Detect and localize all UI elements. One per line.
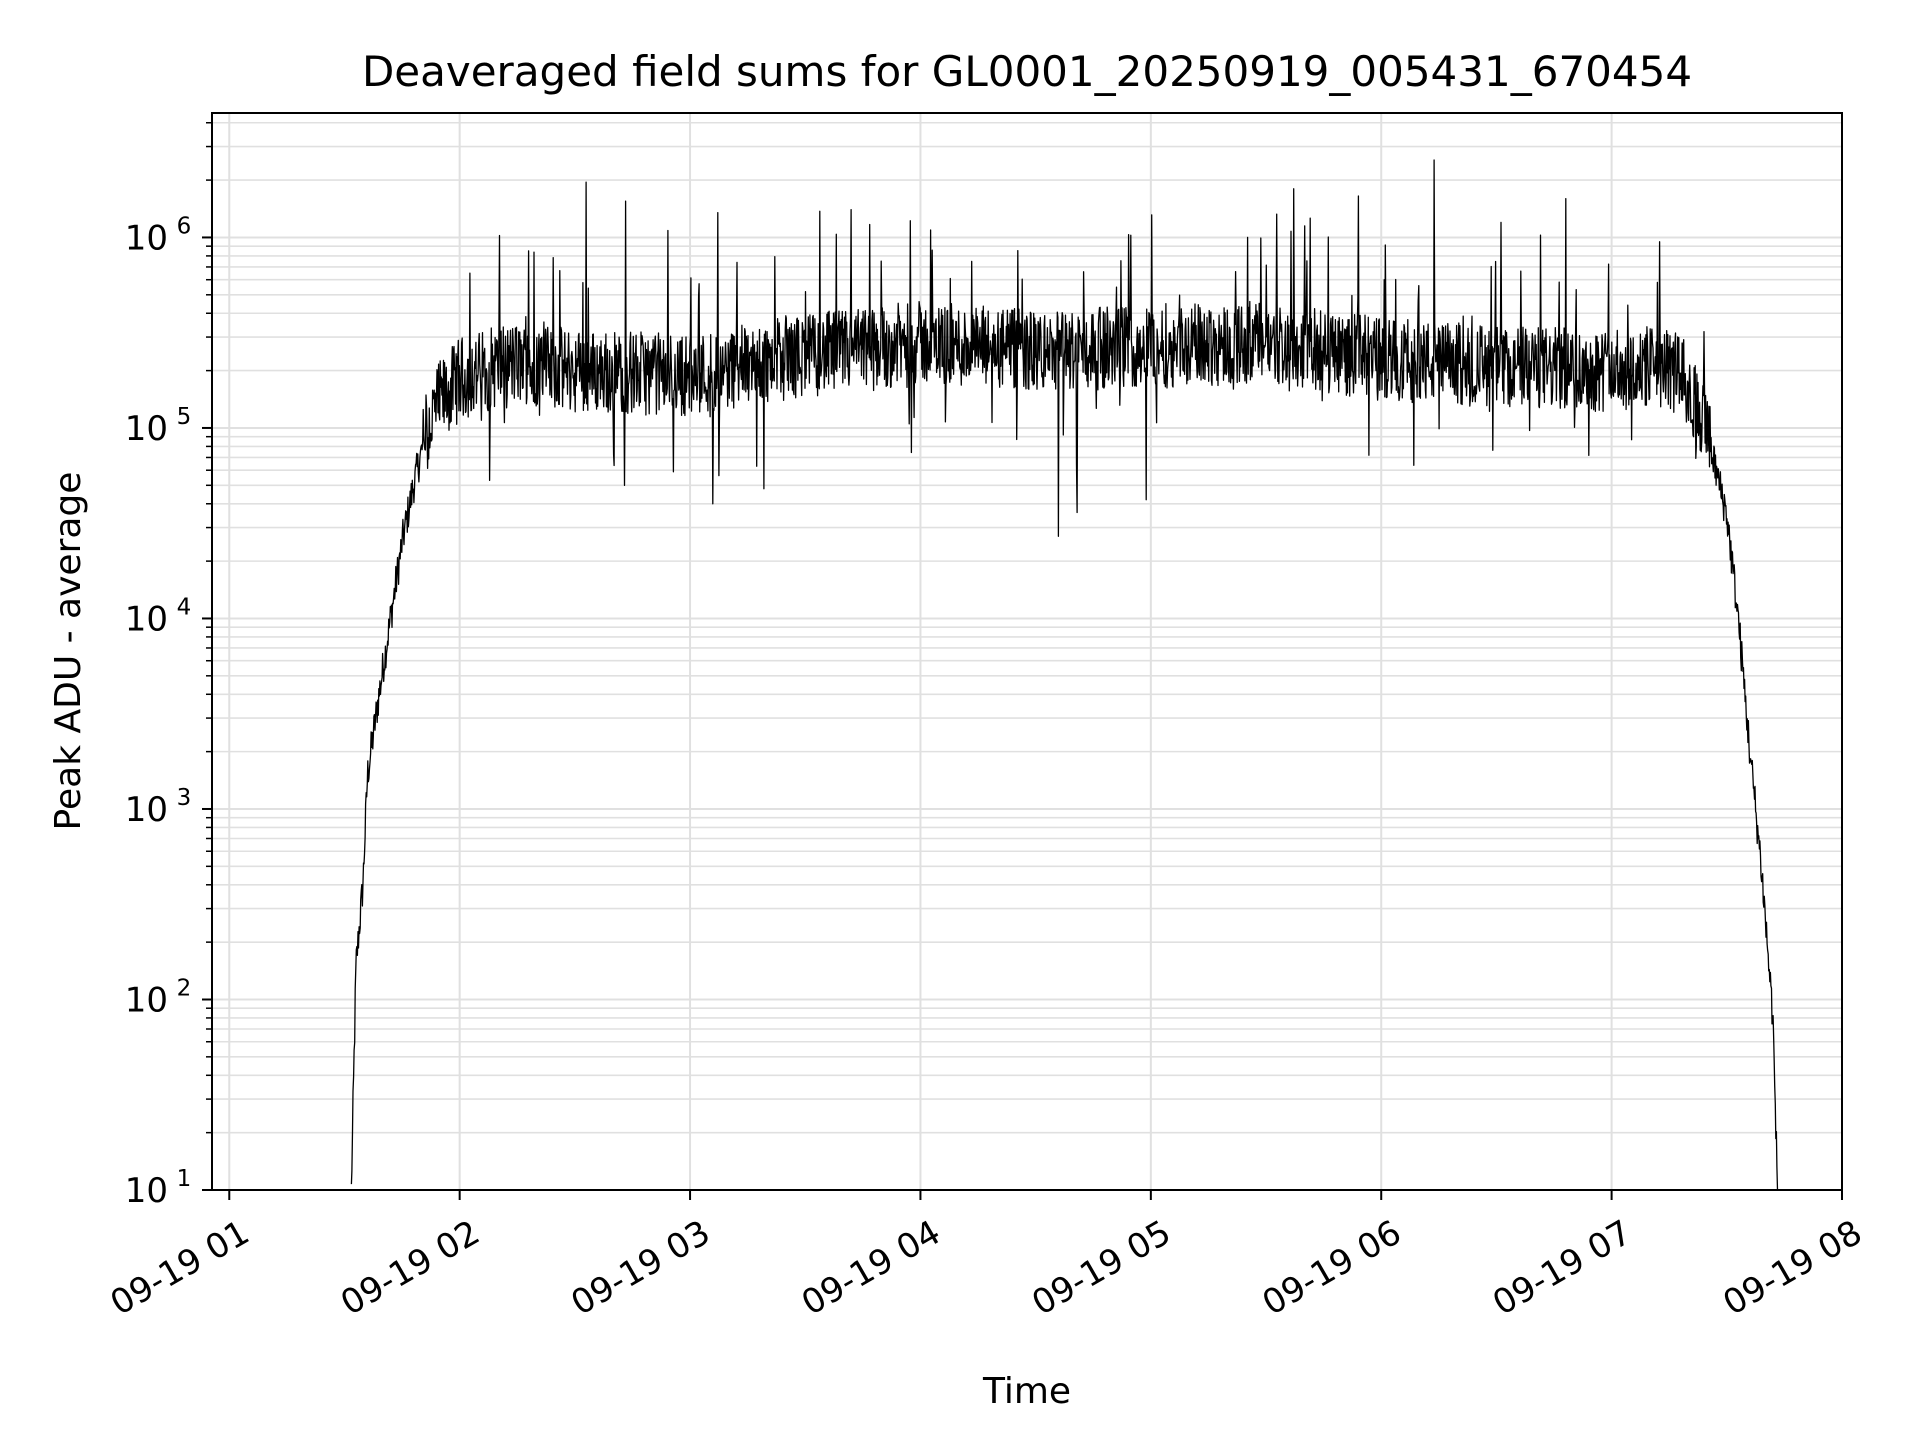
plot-frame [211,112,1843,1191]
y-tick-exponent: 1 [177,1166,192,1192]
x-tick-label: 09-19 05 [1025,1213,1177,1324]
y-tick-label: 10 [125,409,168,449]
x-tick-label: 09-19 08 [1717,1213,1869,1324]
series-line [350,159,1779,1191]
x-tick-label: 09-19 03 [565,1213,717,1324]
y-tick-base: 10 [125,218,168,258]
y-tick-label: 10 [125,218,168,258]
x-tick-label: 09-19 06 [1256,1213,1408,1324]
y-tick-label: 10 [125,980,168,1020]
x-tick-label: 09-19 01 [104,1213,256,1324]
grid [212,113,1843,1191]
y-tick-label: 10 [125,790,168,830]
y-tick-base: 10 [125,1171,168,1211]
y-tick-base: 10 [125,790,168,830]
y-tick-base: 10 [125,980,168,1020]
y-tick-base: 10 [125,409,168,449]
y-tick-exponent: 2 [177,975,192,1001]
x-tick-label: 09-19 02 [334,1213,486,1324]
data-series [350,159,1779,1191]
y-tick-label: 10 [125,1171,168,1211]
x-tick-label: 09-19 07 [1486,1213,1638,1324]
x-axis-label: Time [982,1371,1071,1412]
y-tick-label: 10 [125,599,168,639]
y-tick-exponent: 6 [177,213,192,239]
axis-ticks: 09-19 01 09-19 02 09-19 03 09-19 04 09-19 05… [104,121,1869,1324]
chart-title: Deaveraged field sums for GL0001_2025091… [362,47,1692,96]
y-tick-exponent: 3 [177,785,192,811]
y-axis-label: Peak ADU - average [48,472,89,831]
x-tick-label: 09-19 04 [795,1213,947,1324]
y-tick-exponent: 4 [177,594,192,620]
y-tick-base: 10 [125,599,168,639]
y-tick-exponent: 5 [177,404,192,430]
